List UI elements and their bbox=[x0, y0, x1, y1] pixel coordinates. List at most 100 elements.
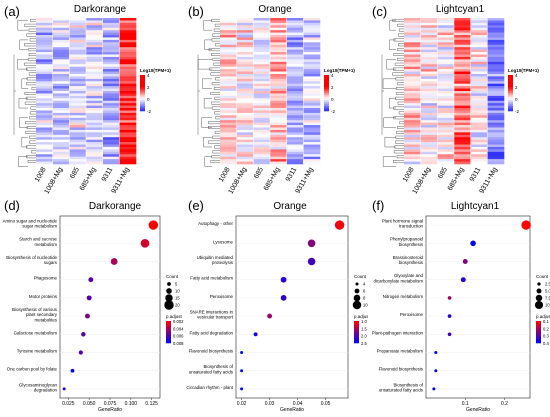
heatmap-cell bbox=[420, 66, 438, 70]
size-legend-dot bbox=[353, 294, 361, 302]
heatmap-cell bbox=[270, 30, 287, 33]
heatmap-cell bbox=[69, 18, 87, 21]
heatmap-cell bbox=[253, 93, 271, 97]
row-dendrogram bbox=[381, 19, 404, 167]
data-point bbox=[240, 351, 244, 354]
legend-color-step bbox=[324, 102, 329, 105]
heatmap-cell bbox=[303, 61, 321, 65]
heatmap-cell bbox=[487, 39, 505, 43]
heatmap-cell bbox=[437, 54, 455, 58]
heatmap-cell bbox=[253, 154, 271, 157]
heatmap-cell bbox=[52, 125, 70, 128]
color-legend-step bbox=[536, 337, 541, 340]
heatmap-cell bbox=[36, 139, 53, 143]
data-point bbox=[88, 277, 94, 283]
heatmap-cell bbox=[220, 100, 237, 104]
heatmap-cell bbox=[286, 108, 304, 111]
legend-tick: 4 bbox=[515, 73, 518, 78]
heatmap-cell bbox=[270, 88, 287, 92]
heatmap-cell bbox=[487, 54, 505, 58]
heatmap-cell bbox=[236, 159, 254, 162]
heatmap-cell bbox=[52, 47, 70, 50]
column-label: 685 bbox=[437, 166, 449, 180]
heatmap-cell bbox=[487, 73, 505, 77]
heatmap-cell bbox=[102, 71, 120, 75]
heatmap-cell bbox=[236, 110, 254, 114]
heatmap-cell bbox=[454, 103, 471, 106]
heatmap-cell bbox=[303, 127, 321, 131]
heatmap-cell bbox=[86, 105, 103, 109]
heatmap-cell bbox=[470, 154, 488, 157]
heatmap-cell bbox=[253, 66, 271, 70]
heatmap-cell bbox=[487, 49, 505, 53]
heatmap-cell bbox=[220, 154, 237, 157]
heatmap-cell bbox=[420, 159, 438, 162]
heatmap-cell bbox=[86, 95, 103, 99]
legend-title: Log10(TPM+1) bbox=[508, 68, 539, 73]
heatmap-cell bbox=[454, 32, 471, 36]
heatmap-cell bbox=[36, 59, 53, 63]
heatmap-cell bbox=[404, 59, 421, 63]
heatmap-cell bbox=[253, 139, 271, 143]
heatmap-cell bbox=[52, 35, 70, 38]
color-legend-step bbox=[166, 322, 171, 325]
heatmap-cell bbox=[52, 76, 70, 80]
dotplot-f: Plant hormone signal transduction Phenylpr… bbox=[372, 215, 550, 413]
heatmap-cell bbox=[303, 81, 321, 84]
heatmap-cell bbox=[487, 66, 505, 70]
heatmap-cell bbox=[69, 149, 87, 153]
heatmap-cell bbox=[36, 159, 53, 162]
heatmap-cell bbox=[470, 105, 488, 109]
heatmap-cell bbox=[119, 59, 137, 63]
heatmap-cell bbox=[454, 137, 471, 140]
heatmap-cell bbox=[303, 149, 321, 153]
heatmap-cell bbox=[86, 125, 103, 128]
category-label: Starch and sucrose metabolism bbox=[19, 237, 57, 247]
heatmap-cell bbox=[454, 64, 471, 67]
heatmap-cell bbox=[487, 139, 505, 143]
heatmap-cell bbox=[86, 139, 103, 143]
heatmap-cell bbox=[236, 22, 254, 26]
color-legend-label: 0.3 bbox=[543, 334, 549, 339]
heatmap-cell bbox=[102, 112, 120, 116]
heatmap-cell bbox=[470, 139, 488, 143]
heatmap-cell bbox=[253, 42, 271, 46]
heatmap-cell bbox=[52, 103, 70, 106]
heatmap-cell bbox=[487, 71, 505, 75]
legend-color-step bbox=[324, 91, 329, 94]
heatmap-cell bbox=[470, 27, 488, 31]
heatmap-cell bbox=[119, 69, 137, 72]
size-legend-dot bbox=[167, 282, 171, 286]
heatmap-cell bbox=[52, 86, 70, 89]
heatmap-cell bbox=[454, 59, 471, 63]
heatmap-cell bbox=[487, 134, 505, 138]
size-legend-dot bbox=[354, 288, 360, 294]
data-point bbox=[447, 296, 452, 300]
heatmap-cell bbox=[36, 154, 53, 157]
heatmap-cell bbox=[220, 32, 237, 36]
legend-color-step bbox=[324, 84, 329, 87]
heatmap-cell bbox=[303, 151, 321, 155]
heatmap-cell bbox=[52, 105, 70, 109]
heatmap-cell bbox=[69, 144, 87, 148]
heatmap-cell bbox=[119, 47, 137, 50]
heatmap-cell bbox=[52, 18, 70, 21]
heatmap-cell bbox=[420, 18, 438, 21]
heatmap-cell bbox=[236, 61, 254, 65]
heatmap-cell bbox=[303, 49, 321, 53]
heatmap-cell bbox=[36, 93, 53, 97]
size-legend-label: 15 bbox=[175, 296, 180, 301]
heatmap-cell bbox=[437, 35, 455, 38]
heatmap-cell bbox=[236, 83, 254, 87]
heatmap-cell bbox=[286, 54, 304, 58]
heatmap-cell bbox=[236, 117, 254, 121]
heatmap-cell bbox=[69, 59, 87, 63]
data-point bbox=[460, 277, 466, 283]
heatmap-cell bbox=[236, 37, 254, 41]
heatmap-cell bbox=[86, 117, 103, 121]
heatmap-cell bbox=[236, 66, 254, 70]
heatmap-cell bbox=[303, 59, 321, 63]
heatmap-cell bbox=[303, 134, 321, 138]
heatmap-cell bbox=[437, 83, 455, 87]
